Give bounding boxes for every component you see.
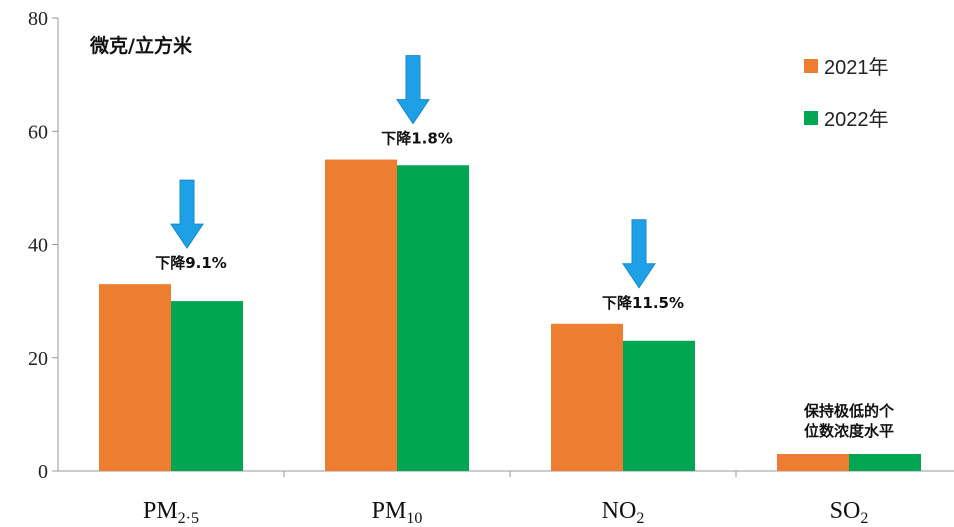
bar-series1-0 xyxy=(99,284,171,471)
legend-label: 2021年 xyxy=(824,56,889,79)
annotation-label: 位数浓度水平 xyxy=(804,422,894,440)
bar-series1-1 xyxy=(325,159,397,471)
legend-label: 2022年 xyxy=(824,108,889,131)
unit-label: 微克/立方米 xyxy=(89,34,193,57)
bar-series1-3 xyxy=(777,454,849,471)
x-tick-label: NO2 xyxy=(602,498,645,527)
x-tick-label: SO2 xyxy=(830,498,869,527)
legend-swatch xyxy=(804,111,818,125)
legend-swatch xyxy=(804,59,818,73)
annotation-label: 保持极低的个 xyxy=(803,402,895,420)
bar-series1-2 xyxy=(551,323,623,471)
bar-series2-2 xyxy=(623,340,695,471)
annotation-label: 下降1.8% xyxy=(381,130,453,148)
legend: 2021年 2022年 xyxy=(804,56,889,131)
bar-series2-3 xyxy=(849,454,921,471)
down-arrow-icon xyxy=(622,219,656,289)
y-tick-label: 0 xyxy=(38,461,48,483)
y-tick-label: 60 xyxy=(28,121,48,143)
annotation-label: 下降11.5% xyxy=(602,294,684,312)
x-tick-label: PM2·5 xyxy=(143,498,199,527)
annotation-label: 下降9.1% xyxy=(155,254,227,272)
bar-series2-1 xyxy=(397,165,469,471)
x-tick-label: PM10 xyxy=(372,498,423,527)
down-arrow-icon xyxy=(170,179,204,250)
bars xyxy=(99,159,921,471)
y-tick-label: 20 xyxy=(28,348,48,370)
axes: 0 20 40 60 80 PM2·5 PM10 NO2 SO2 xyxy=(28,8,954,527)
y-tick-label: 40 xyxy=(28,235,48,257)
y-tick-label: 80 xyxy=(28,8,48,30)
bar-series2-0 xyxy=(171,301,243,471)
down-arrow-icon xyxy=(396,55,430,125)
